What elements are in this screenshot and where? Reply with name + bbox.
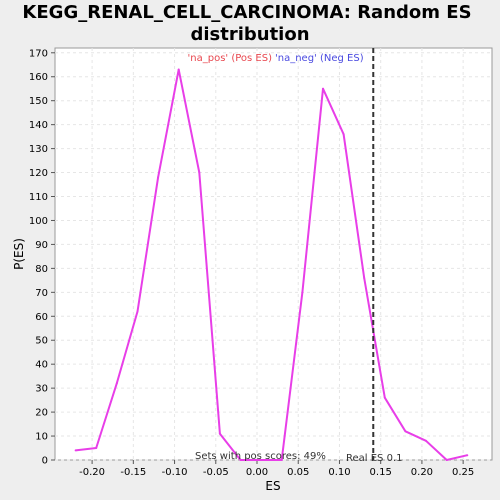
reference-line-label: Real ES 0.1 <box>346 453 402 464</box>
data-point <box>445 459 448 461</box>
data-point <box>363 276 366 279</box>
legend-entry-neg: 'na_neg' (Neg ES) <box>275 53 364 64</box>
y-tick-label: 150 <box>29 96 48 107</box>
data-point <box>321 87 324 90</box>
series-layer <box>74 68 469 461</box>
y-tick-label: 100 <box>29 216 48 227</box>
pos-scores-annotation: Sets with pos scores: 49% <box>195 451 326 462</box>
x-tick-label: 0.20 <box>411 467 433 478</box>
grid-lines <box>55 48 492 461</box>
data-point <box>466 454 469 457</box>
data-point <box>218 432 221 435</box>
series-line <box>75 68 468 461</box>
y-axis-ticks: 0 10 20 30 40 50 60 70 80 90 100 110 120 130 140 150 160… <box>29 48 55 467</box>
data-point <box>74 449 77 452</box>
y-tick-label: 90 <box>35 240 48 251</box>
x-tick-label: -0.05 <box>203 467 229 478</box>
x-tick-label: 0.15 <box>370 467 392 478</box>
y-tick-label: 160 <box>29 72 48 83</box>
data-point <box>425 439 428 442</box>
y-tick-label: 40 <box>35 360 48 371</box>
y-tick-label: 80 <box>35 264 48 275</box>
data-point <box>383 396 386 399</box>
y-tick-label: 70 <box>35 288 48 299</box>
data-point <box>177 68 180 71</box>
x-tick-label: 0.25 <box>452 467 474 478</box>
y-tick-label: 30 <box>35 384 48 395</box>
x-axis-label: ES <box>265 479 280 493</box>
x-tick-label: -0.15 <box>120 467 146 478</box>
data-point <box>136 310 139 313</box>
y-tick-label: 110 <box>29 192 48 203</box>
x-tick-label: 0.10 <box>328 467 350 478</box>
y-tick-label: 130 <box>29 144 48 155</box>
data-point <box>95 447 98 450</box>
y-tick-label: 50 <box>35 336 48 347</box>
data-point <box>342 133 345 136</box>
y-tick-label: 20 <box>35 408 48 419</box>
data-point <box>404 430 407 433</box>
chart-title-line-2: distribution <box>190 24 309 45</box>
y-tick-label: 120 <box>29 168 48 179</box>
plot-area <box>54 47 493 461</box>
data-point <box>280 459 283 461</box>
data-point <box>115 382 118 385</box>
data-point <box>157 176 160 179</box>
data-point <box>239 459 242 461</box>
data-point <box>198 171 201 174</box>
y-axis-label: P(ES) <box>12 238 26 270</box>
y-tick-label: 140 <box>29 120 48 131</box>
chart-title-line-1: KEGG_RENAL_CELL_CARCINOMA: Random ES <box>22 2 471 23</box>
y-tick-label: 60 <box>35 312 48 323</box>
y-tick-label: 10 <box>35 432 48 443</box>
x-tick-label: 0.05 <box>287 467 309 478</box>
y-tick-label: 0 <box>42 456 48 467</box>
y-tick-label: 170 <box>29 48 48 59</box>
data-point <box>301 291 304 294</box>
x-tick-label: 0.00 <box>246 467 268 478</box>
x-tick-label: -0.20 <box>79 467 105 478</box>
x-axis-ticks: -0.20 -0.15 -0.10 -0.05 0.00 0.05 0.10 0.15 0.20… <box>79 460 474 478</box>
legend-entry-pos: 'na_pos' (Pos ES) <box>188 53 273 64</box>
x-tick-label: -0.10 <box>162 467 188 478</box>
data-point <box>260 459 263 461</box>
